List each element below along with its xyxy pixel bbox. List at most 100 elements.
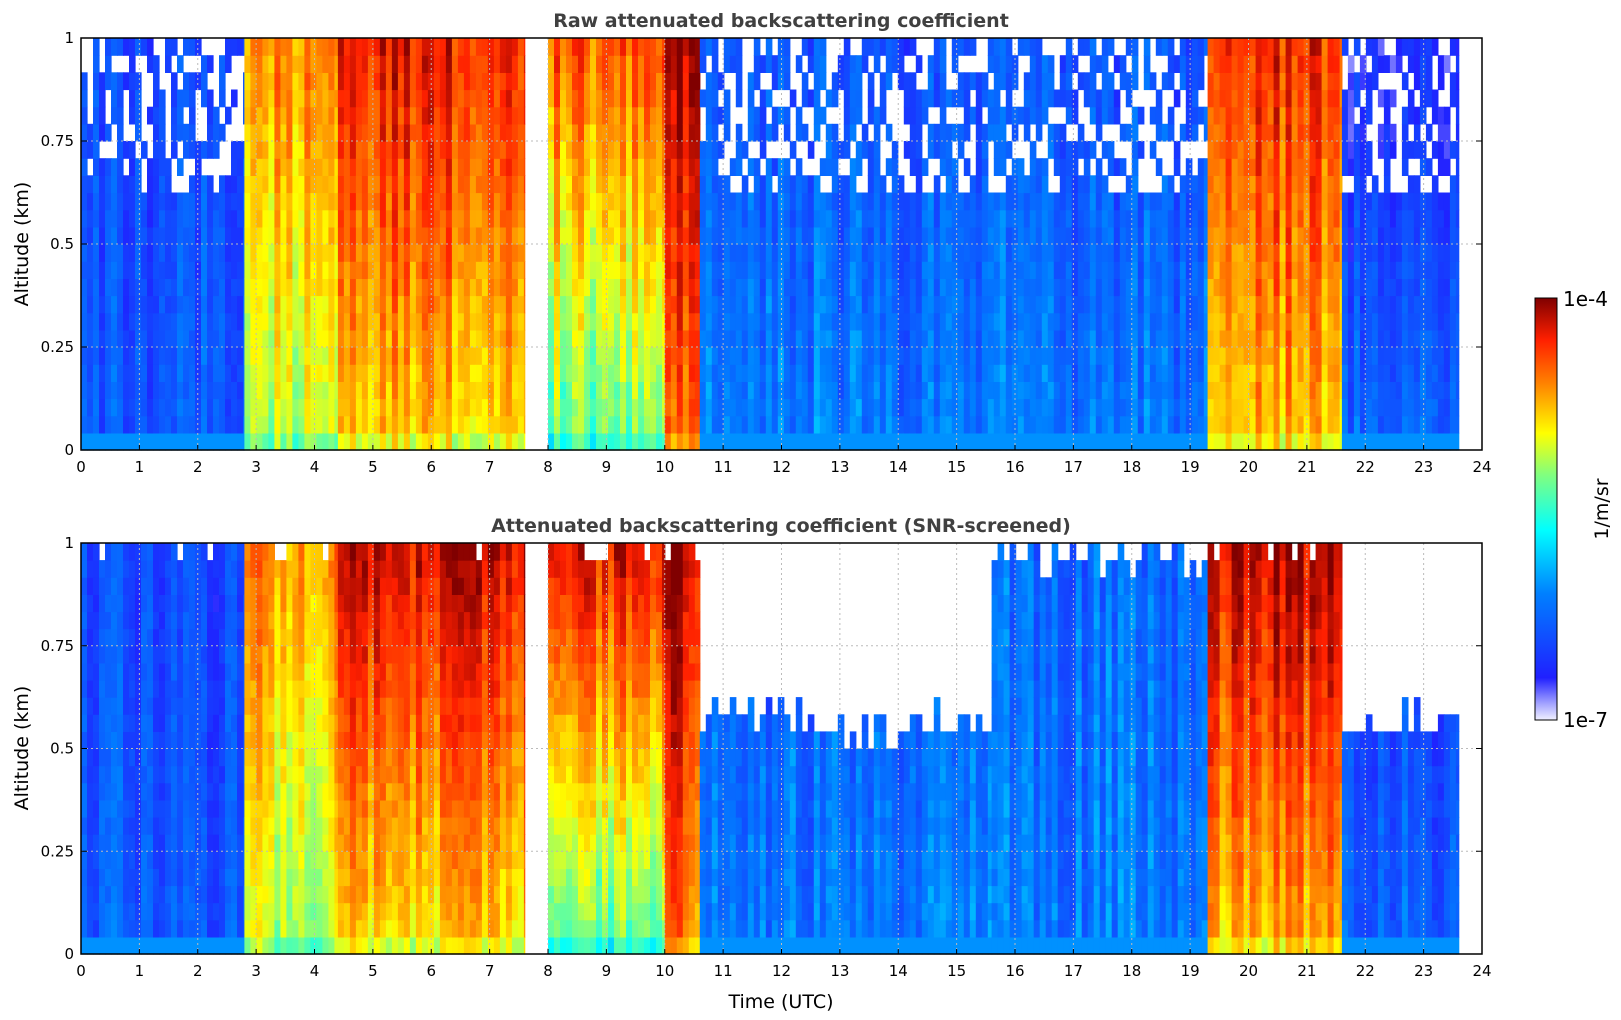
heatmap-cell <box>1243 432 1251 451</box>
heatmap-cell <box>355 141 363 159</box>
heatmap-cell <box>250 38 257 56</box>
heatmap-cell <box>1341 244 1349 262</box>
heatmap-cell <box>1327 261 1335 279</box>
heatmap-cell <box>1425 432 1433 451</box>
heatmap-cell <box>572 312 579 331</box>
heatmap-cell <box>469 381 477 400</box>
heatmap-cell <box>1413 261 1421 279</box>
heatmap-cell <box>310 312 317 331</box>
heatmap-cell <box>409 398 417 417</box>
heatmap-cell <box>105 312 112 331</box>
heatmap-cell <box>795 364 803 382</box>
heatmap-cell <box>1143 415 1151 434</box>
heatmap-cell <box>560 415 567 434</box>
heatmap-cell <box>1309 261 1317 279</box>
heatmap-cell <box>626 38 633 56</box>
heatmap-cell <box>578 398 585 417</box>
heatmap-cell <box>268 38 275 56</box>
heatmap-cell <box>1413 415 1421 434</box>
heatmap-cell <box>1321 364 1329 382</box>
heatmap-cell <box>177 123 184 142</box>
heatmap-cell <box>322 347 329 365</box>
heatmap-cell <box>903 398 911 417</box>
heatmap-cell <box>403 261 411 279</box>
heatmap-cell <box>1119 432 1127 451</box>
heatmap-cell <box>662 278 666 297</box>
heatmap-cell <box>1231 72 1239 91</box>
heatmap-cell <box>999 209 1007 228</box>
heatmap-cell <box>433 381 441 400</box>
heatmap-cell <box>608 295 615 314</box>
heatmap-cell <box>957 347 965 365</box>
heatmap-cell <box>1353 295 1361 314</box>
heatmap-cell <box>1155 312 1163 331</box>
heatmap-cell <box>159 89 166 108</box>
heatmap-cell <box>1291 295 1299 314</box>
heatmap-cell <box>1243 192 1251 211</box>
heatmap-cell <box>310 106 317 125</box>
heatmap-cell <box>93 415 100 434</box>
heatmap-cell <box>1365 72 1373 91</box>
heatmap-cell <box>626 226 633 245</box>
heatmap-cell <box>505 72 513 91</box>
heatmap-cell <box>262 364 269 382</box>
heatmap-cell <box>1173 432 1181 451</box>
heatmap-cell <box>963 72 971 91</box>
heatmap-cell <box>729 261 737 279</box>
heatmap-cell <box>99 192 106 211</box>
heatmap-cell <box>596 398 603 417</box>
heatmap-cell <box>1131 192 1139 211</box>
heatmap-cell <box>415 329 423 348</box>
heatmap-cell <box>566 312 573 331</box>
heatmap-cell <box>337 398 345 417</box>
heatmap-cell <box>1113 415 1121 434</box>
heatmap-cell <box>759 209 767 228</box>
heatmap-cell <box>1185 261 1193 279</box>
heatmap-cell <box>397 398 405 417</box>
heatmap-cell <box>445 158 453 176</box>
heatmap-cell <box>81 226 88 245</box>
heatmap-cell <box>481 398 489 417</box>
heatmap-cell <box>957 295 965 314</box>
heatmap-cell <box>421 209 429 228</box>
heatmap-cell <box>1401 347 1409 365</box>
heatmap-cell <box>337 38 345 56</box>
heatmap-cell <box>1219 209 1227 228</box>
heatmap-cell <box>1267 38 1275 56</box>
heatmap-cell <box>1125 398 1133 417</box>
heatmap-cell <box>117 398 124 417</box>
heatmap-cell <box>1225 312 1233 331</box>
heatmap-cell <box>1237 175 1245 194</box>
heatmap-cell <box>1125 38 1133 56</box>
heatmap-cell <box>688 398 696 417</box>
heatmap-cell <box>159 192 166 211</box>
heatmap-cell <box>1255 381 1263 400</box>
heatmap-cell <box>1047 226 1055 245</box>
heatmap-cell <box>487 106 495 125</box>
heatmap-cell <box>909 158 917 176</box>
heatmap-cell <box>117 141 124 159</box>
heatmap-cell <box>885 364 893 382</box>
heatmap-cell <box>1341 38 1349 56</box>
heatmap-cell <box>1041 295 1049 314</box>
heatmap-cell <box>511 312 519 331</box>
heatmap-cell <box>1365 398 1373 417</box>
heatmap-cell <box>1065 329 1073 348</box>
heatmap-cell <box>699 141 707 159</box>
heatmap-cell <box>1425 261 1433 279</box>
heatmap-cell <box>590 55 597 73</box>
heatmap-cell <box>626 72 633 91</box>
heatmap-cell <box>602 295 609 314</box>
heatmap-cell <box>451 398 459 417</box>
heatmap-cell <box>250 226 257 245</box>
heatmap-cell <box>861 261 869 279</box>
heatmap-cell <box>1095 55 1103 73</box>
heatmap-cell <box>523 209 526 228</box>
heatmap-cell <box>1155 123 1163 142</box>
heatmap-cell <box>711 106 719 125</box>
heatmap-cell <box>644 38 651 56</box>
heatmap-cell <box>676 175 684 194</box>
heatmap-cell <box>328 106 335 125</box>
heatmap-cell <box>1095 106 1103 125</box>
heatmap-cell <box>682 347 690 365</box>
